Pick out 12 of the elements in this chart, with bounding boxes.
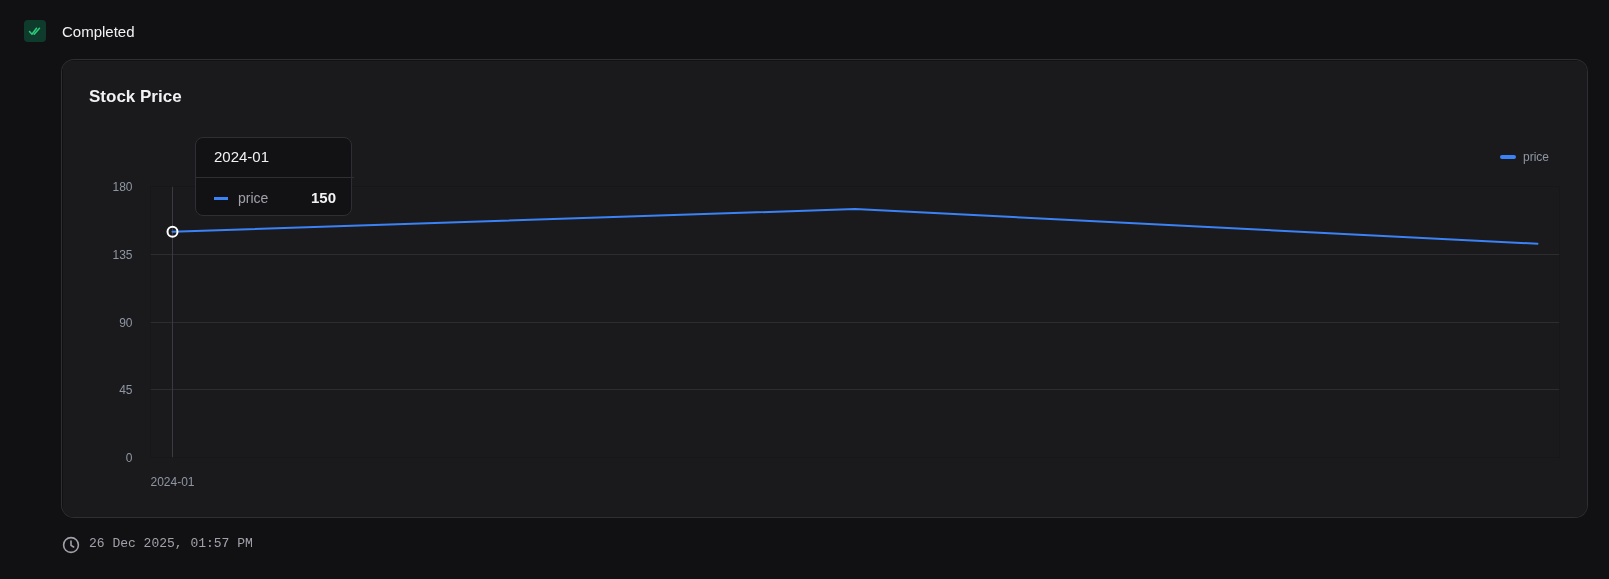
text: price xyxy=(238,190,269,207)
y-tick-label: 0 xyxy=(125,451,133,465)
annotation: 150 xyxy=(309,188,336,209)
text: Completed xyxy=(62,22,135,42)
chart-title: Stock Price xyxy=(89,87,182,107)
y-tick-label: 180 xyxy=(112,180,133,194)
legend-label: price xyxy=(1522,149,1549,165)
text: 2024-01 xyxy=(214,147,270,168)
y-tick-label: 135 xyxy=(112,247,133,262)
text: 26 Dec 2025, 01:57 PM xyxy=(89,536,253,552)
y-tick-label: 45 xyxy=(119,383,133,398)
y-tick-label: 90 xyxy=(119,315,133,330)
